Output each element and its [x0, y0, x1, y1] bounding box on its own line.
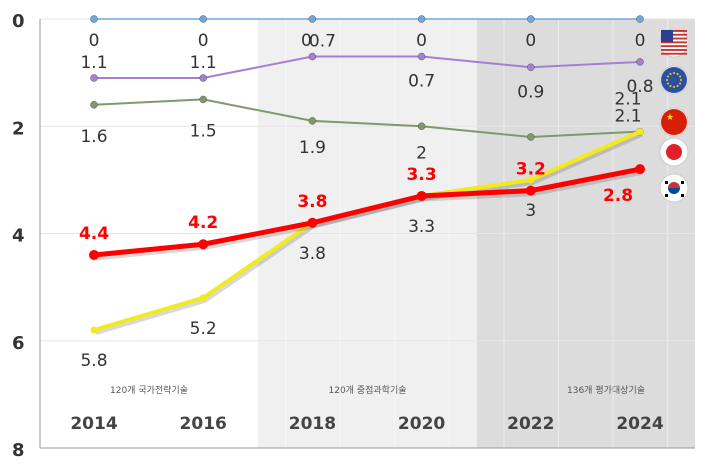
data-point [416, 190, 427, 201]
data-label: 0.9 [517, 82, 544, 102]
series-line [93, 98, 641, 138]
data-label: 0 [301, 31, 312, 51]
x-tick-label: 2020 [398, 414, 445, 434]
data-label: 0.7 [408, 72, 435, 92]
data-point [90, 326, 98, 334]
y-tick-label: 6 [12, 333, 25, 354]
data-label: 0 [198, 31, 209, 51]
data-label: 1.1 [190, 53, 217, 73]
x-tick-label: 2022 [507, 414, 554, 434]
japan-flag-icon [659, 137, 689, 167]
series-shadow [95, 132, 643, 335]
data-point [89, 249, 99, 260]
y-tick-label: 4 [12, 226, 25, 247]
data-label: 1.9 [299, 138, 326, 158]
data-label: 1.5 [190, 121, 217, 141]
data-point [90, 74, 98, 82]
y-tick-label: 8 [12, 440, 25, 461]
data-point [527, 15, 535, 23]
data-label: 0 [635, 31, 646, 51]
x-tick-label: 2024 [616, 414, 663, 434]
data-label: 5.2 [190, 319, 217, 339]
data-label: 2.8 [603, 186, 633, 206]
data-label: 4.2 [188, 213, 218, 233]
data-point [307, 217, 318, 228]
data-label: 1.1 [80, 53, 107, 73]
eu-flag-icon [659, 65, 689, 95]
data-label: 0 [525, 31, 536, 51]
data-point [199, 294, 207, 302]
series-1: 1.1 1.1 0.7 0.7 0.9 0.8 [80, 32, 653, 103]
x-tick-label: 2018 [289, 414, 336, 434]
x-tick-label: 2014 [70, 414, 117, 434]
data-point [417, 52, 426, 61]
data-point [308, 117, 317, 125]
data-point [199, 95, 207, 104]
data-point [527, 63, 535, 72]
data-label: 0 [89, 31, 100, 51]
data-point [90, 15, 98, 23]
series-4: 4.4 4.2 3.8 3.3 3.2 2.8 [79, 160, 645, 261]
data-label: 3 [525, 201, 536, 221]
data-label: 5.8 [80, 351, 107, 371]
svg-text:★: ★ [666, 113, 674, 123]
data-label: 1.6 [80, 127, 107, 147]
data-label: 3.8 [299, 244, 326, 264]
data-point [635, 164, 645, 175]
data-label: 2.1 [614, 90, 641, 110]
data-point [527, 176, 535, 184]
series-line [94, 55, 641, 79]
data-point [417, 122, 426, 130]
data-point [199, 74, 207, 82]
period-label: 136개 평가대상기술 [567, 385, 645, 396]
data-point [90, 101, 98, 109]
data-label: 4.4 [79, 224, 109, 244]
data-point [198, 239, 209, 250]
data-label: 0.7 [309, 32, 336, 52]
series-line [93, 166, 641, 258]
data-label: 3.8 [297, 192, 327, 212]
data-point [525, 185, 536, 196]
data-point [527, 133, 535, 141]
data-point [308, 15, 317, 23]
data-point [199, 15, 207, 23]
series-0: 0 0 0 0 0 0 [89, 15, 646, 51]
data-point [636, 15, 644, 23]
data-label: 2.1 [614, 107, 641, 127]
series-shadow [95, 169, 643, 261]
data-label: 3.3 [407, 165, 437, 185]
period-label: 120개 국가전략기술 [110, 384, 188, 396]
china-flag-icon: ★ [659, 107, 689, 137]
x-tick-label: 2016 [180, 414, 227, 434]
korea-flag-icon [659, 173, 689, 203]
data-label: 0.8 [626, 77, 653, 97]
data-point [308, 52, 317, 61]
usa-flag-icon [659, 28, 689, 58]
data-label: 0 [416, 31, 427, 51]
y-tick-label: 2 [12, 118, 25, 139]
y-tick-label: 0 [12, 11, 25, 32]
data-point [417, 15, 426, 23]
data-point [636, 128, 644, 136]
data-label: 2 [416, 143, 427, 163]
data-point [636, 58, 644, 66]
data-label: 3.3 [408, 217, 435, 237]
data-label: 3.2 [516, 160, 546, 180]
period-label: 120개 중점과학기술 [329, 384, 407, 396]
